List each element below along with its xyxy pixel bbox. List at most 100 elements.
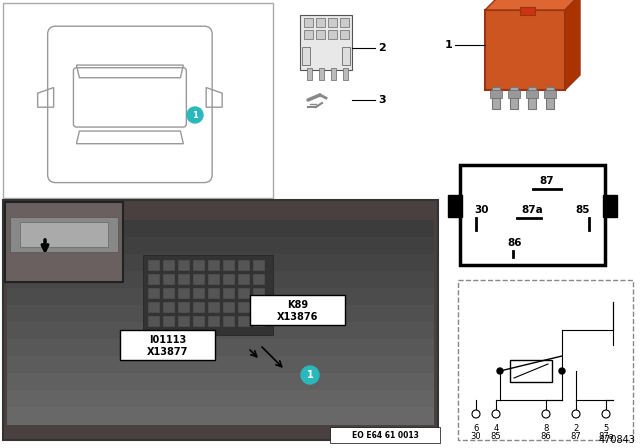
Bar (238, 260, 250, 271)
Text: 470843: 470843 (598, 435, 635, 445)
Bar (163, 288, 175, 299)
Bar (300, 15, 352, 70)
Bar (178, 316, 190, 327)
Text: 2: 2 (378, 43, 386, 53)
Bar (458, 280, 633, 440)
Bar (178, 260, 190, 271)
Bar (520, 7, 535, 15)
Bar (7, 288, 434, 306)
Text: 30: 30 (475, 205, 489, 215)
Bar (307, 68, 312, 80)
Bar (143, 255, 273, 335)
Bar (193, 274, 205, 285)
Bar (490, 90, 502, 98)
Bar (193, 316, 205, 327)
Bar (163, 316, 175, 327)
Bar (250, 295, 345, 325)
Bar (510, 360, 552, 382)
Circle shape (572, 410, 580, 418)
Bar (193, 302, 205, 313)
Bar (492, 87, 500, 109)
Bar (508, 90, 520, 98)
Bar (148, 274, 160, 285)
Circle shape (602, 410, 610, 418)
Text: 6: 6 (474, 424, 479, 433)
Bar (485, 10, 565, 90)
Bar (460, 165, 605, 265)
Bar (319, 68, 324, 80)
Bar (148, 260, 160, 271)
Bar (7, 237, 434, 255)
Polygon shape (565, 0, 580, 90)
Bar (208, 260, 220, 271)
Circle shape (559, 368, 565, 374)
Bar (253, 316, 265, 327)
Bar (20, 222, 108, 247)
Bar (526, 90, 538, 98)
Bar (528, 87, 536, 109)
Bar (340, 30, 349, 39)
Bar (223, 260, 235, 271)
Text: 87: 87 (571, 432, 581, 441)
Circle shape (492, 410, 500, 418)
Bar (331, 68, 336, 80)
Bar (7, 220, 434, 238)
Bar (7, 339, 434, 357)
Text: X13876: X13876 (277, 312, 318, 322)
Text: 4: 4 (493, 424, 499, 433)
Bar (163, 302, 175, 313)
Bar (7, 254, 434, 272)
Bar (223, 302, 235, 313)
Bar (7, 356, 434, 374)
Bar (7, 390, 434, 408)
Bar (163, 274, 175, 285)
Bar (328, 30, 337, 39)
Polygon shape (485, 0, 580, 10)
Bar (448, 195, 462, 217)
Bar (223, 274, 235, 285)
Bar (223, 288, 235, 299)
Text: 87a: 87a (522, 205, 543, 215)
Bar (148, 288, 160, 299)
Bar (163, 260, 175, 271)
Bar (343, 68, 348, 80)
Text: 1: 1 (307, 370, 314, 380)
Bar (302, 47, 310, 65)
Bar (208, 316, 220, 327)
Bar (253, 288, 265, 299)
Text: 86: 86 (541, 432, 552, 441)
Text: X13877: X13877 (147, 347, 188, 357)
Bar (7, 271, 434, 289)
Bar (253, 274, 265, 285)
Bar (120, 330, 215, 360)
Text: 2: 2 (573, 424, 579, 433)
Circle shape (542, 410, 550, 418)
Bar (148, 302, 160, 313)
Circle shape (187, 107, 203, 123)
Text: 86: 86 (508, 238, 522, 248)
Bar (328, 18, 337, 27)
Bar (3, 200, 438, 440)
Text: 87a: 87a (598, 432, 614, 441)
Bar (178, 302, 190, 313)
Bar (238, 274, 250, 285)
Text: 1: 1 (444, 40, 452, 50)
Bar (10, 217, 118, 252)
Bar (3, 3, 273, 198)
Text: 30: 30 (470, 432, 481, 441)
Text: EO E64 61 0013: EO E64 61 0013 (351, 431, 419, 439)
Text: 8: 8 (543, 424, 548, 433)
Circle shape (301, 366, 319, 384)
Bar (7, 305, 434, 323)
Bar (330, 427, 440, 443)
Bar (178, 288, 190, 299)
Bar (148, 316, 160, 327)
Bar (304, 30, 313, 39)
Text: I01113: I01113 (149, 335, 186, 345)
Circle shape (497, 368, 503, 374)
Bar (304, 18, 313, 27)
Text: 87: 87 (540, 176, 554, 186)
Bar (208, 274, 220, 285)
Bar (7, 373, 434, 391)
Bar (223, 316, 235, 327)
